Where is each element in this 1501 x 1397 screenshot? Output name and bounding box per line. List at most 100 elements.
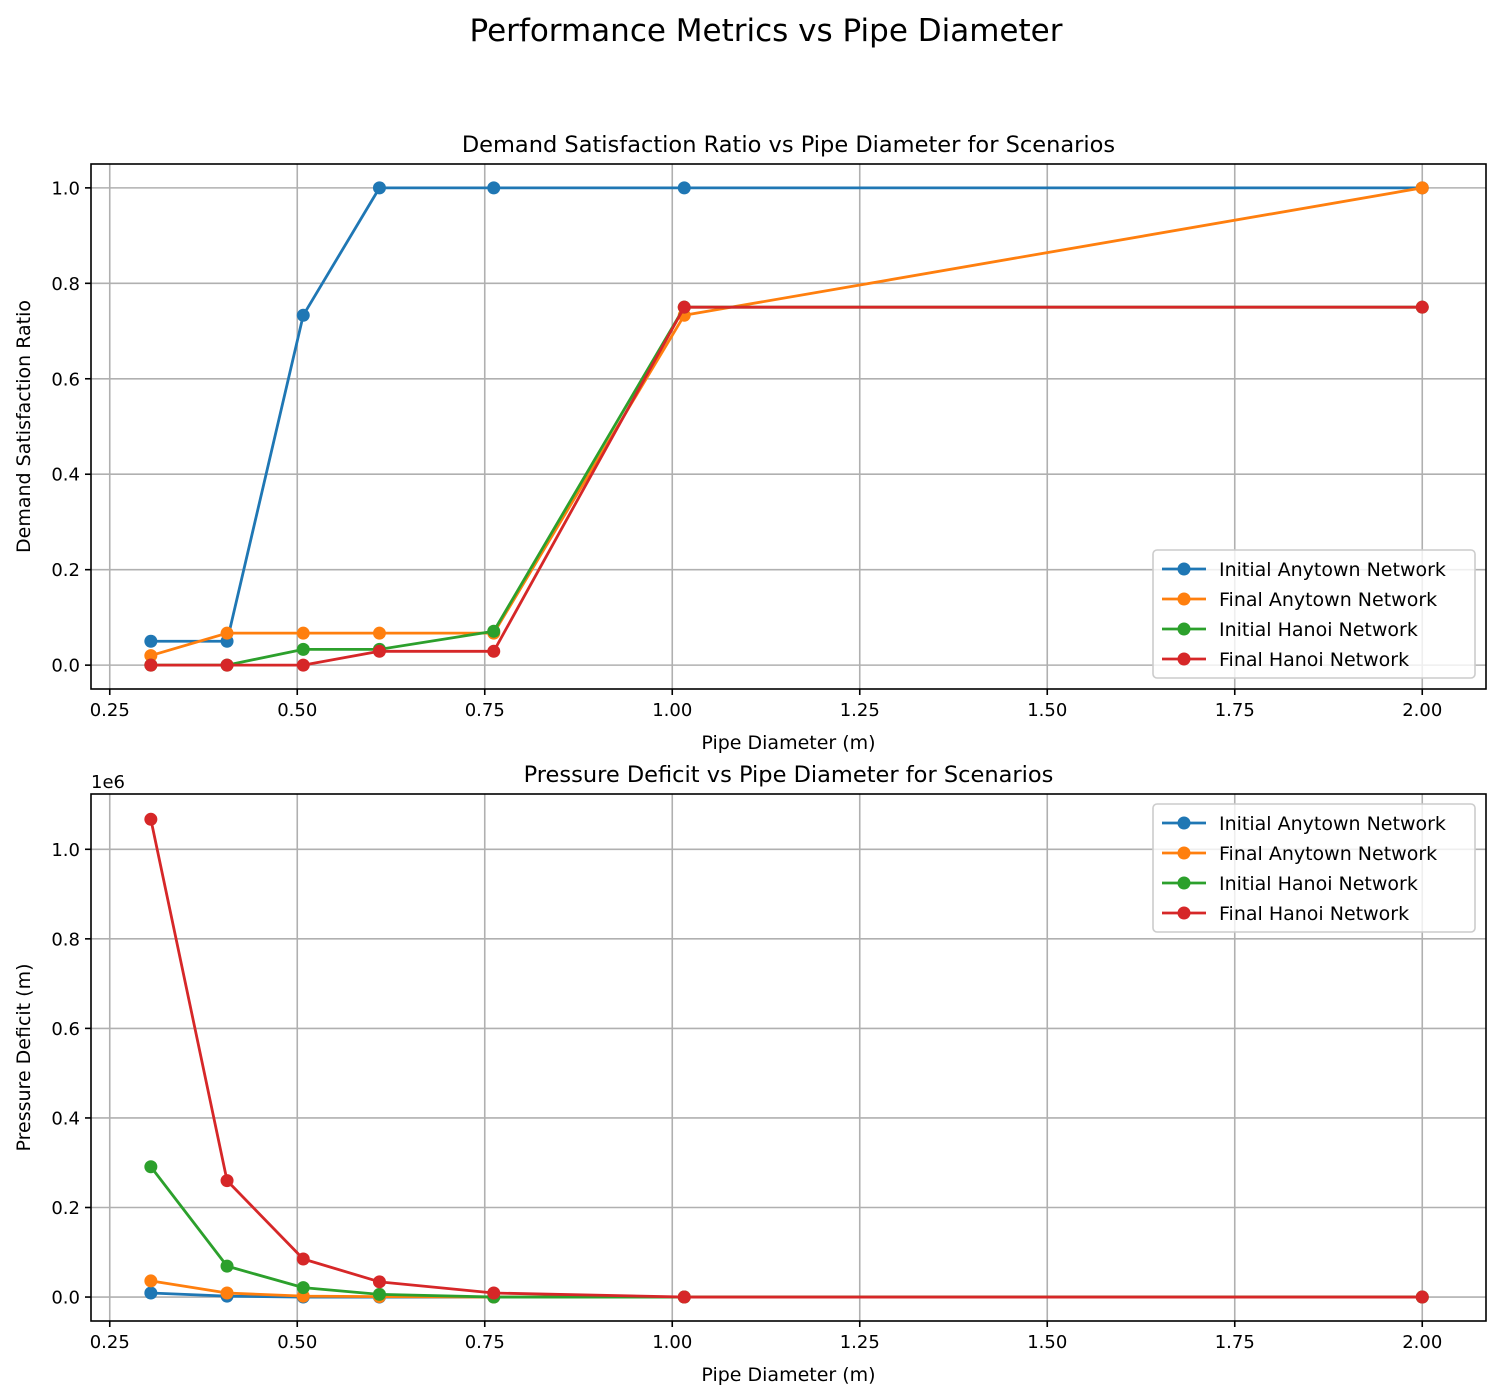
data-point (487, 1286, 501, 1300)
legend-label: Final Anytown Network (1219, 843, 1437, 865)
series-line (150, 1279, 1423, 1299)
axes-frame (90, 163, 1487, 690)
series-final-anytown-network (144, 1274, 1429, 1304)
y-tick-label: 0.4 (51, 465, 80, 486)
legend-label: Initial Hanoi Network (1219, 619, 1418, 641)
y-axis-label: Pressure Deficit (m) (13, 963, 35, 1151)
data-point (296, 1281, 310, 1295)
legend-marker (1177, 622, 1191, 636)
x-tick-label: 0.75 (465, 1332, 505, 1353)
data-point (220, 626, 234, 640)
legend-marker (1177, 562, 1191, 576)
legend-label: Initial Hanoi Network (1219, 873, 1418, 895)
legend-box (1152, 549, 1476, 679)
data-point (677, 1290, 691, 1304)
data-point (296, 626, 310, 640)
series-final-hanoi-network (144, 812, 1429, 1304)
x-tick-label: 2.00 (1402, 700, 1442, 721)
data-point (372, 1275, 386, 1289)
y-tick-label: 1.0 (51, 178, 80, 199)
y-tick-label: 0.2 (51, 560, 80, 581)
x-tick-label: 0.25 (90, 700, 130, 721)
series-line (149, 1165, 1423, 1299)
data-point (487, 624, 501, 638)
series-initial-hanoi-network (144, 1160, 1429, 1304)
legend-marker (1177, 652, 1191, 666)
series-final-anytown-network (144, 181, 1429, 663)
axes-frame (90, 793, 1487, 1322)
data-point (144, 1274, 158, 1288)
data-point (1415, 300, 1429, 314)
legend-box (1152, 803, 1476, 933)
y-tick-label: 1.0 (51, 840, 80, 861)
x-tick-label: 2.00 (1402, 1332, 1442, 1353)
y-tick-label: 0.2 (51, 1198, 80, 1219)
data-point (1415, 1290, 1429, 1304)
data-point (296, 308, 310, 322)
x-tick-label: 0.25 (90, 1332, 130, 1353)
data-point (372, 181, 386, 195)
y-tick-label: 0.6 (51, 369, 80, 390)
data-point (296, 658, 310, 672)
x-tick-label: 0.75 (465, 700, 505, 721)
data-point (372, 1287, 386, 1301)
data-point (677, 300, 691, 314)
plot-title: Pressure Deficit vs Pipe Diameter for Sc… (524, 762, 1054, 788)
x-tick-label: 1.75 (1215, 700, 1255, 721)
x-axis-label: Pipe Diameter (m) (701, 1364, 875, 1386)
data-point (144, 649, 158, 663)
data-point (144, 1160, 158, 1174)
legend-marker (1177, 906, 1191, 920)
y-tick-label: 0.8 (51, 929, 80, 950)
data-point (372, 626, 386, 640)
legend-marker (1177, 876, 1191, 890)
data-point (144, 812, 158, 826)
legend-label: Initial Anytown Network (1219, 559, 1446, 581)
data-point (296, 642, 310, 656)
axis-offset-text: 1e6 (91, 772, 125, 793)
x-tick-label: 1.75 (1215, 1332, 1255, 1353)
y-tick-label: 0.0 (51, 1288, 80, 1309)
legend-label: Final Hanoi Network (1219, 649, 1409, 671)
x-tick-label: 1.50 (1027, 700, 1067, 721)
x-tick-label: 1.25 (840, 1332, 880, 1353)
x-tick-label: 1.00 (652, 700, 692, 721)
data-point (144, 658, 158, 672)
y-tick-label: 0.4 (51, 1108, 80, 1129)
x-axis-label: Pipe Diameter (m) (701, 732, 875, 754)
figure-title: Performance Metrics vs Pipe Diameter (470, 13, 1063, 49)
pressure-deficit-plot: 0.25 0.50 0.75 1.00 1.25 1.50 1.75 2.00 0.0 0.2 0.… (13, 762, 1487, 1386)
legend-label: Final Hanoi Network (1219, 903, 1409, 925)
data-point (144, 1286, 158, 1300)
x-tick-label: 0.50 (277, 700, 317, 721)
legend-label: Initial Anytown Network (1219, 813, 1446, 835)
series-final-hanoi-network (144, 300, 1429, 672)
y-tick-label: 0.0 (51, 656, 80, 677)
data-point (220, 658, 234, 672)
legend-marker (1177, 846, 1191, 860)
legend: Initial Anytown Network Final Anytown Net… (1152, 803, 1476, 933)
legend-label: Final Anytown Network (1219, 589, 1437, 611)
data-point (220, 1174, 234, 1188)
data-point (1415, 181, 1429, 195)
data-point (372, 644, 386, 658)
y-tick-label: 0.8 (51, 274, 80, 295)
demand-satisfaction-plot: 0.25 0.50 0.75 1.00 1.25 1.50 1.75 2.00 0.0 0.2 0.… (13, 132, 1487, 754)
x-tick-label: 1.50 (1027, 1332, 1067, 1353)
x-tick-label: 1.00 (652, 1332, 692, 1353)
x-tick-label: 1.25 (840, 700, 880, 721)
data-point (144, 634, 158, 648)
data-point (487, 644, 501, 658)
data-point (677, 181, 691, 195)
x-tick-label: 0.50 (277, 1332, 317, 1353)
data-point (296, 1252, 310, 1266)
legend-marker (1177, 816, 1191, 830)
legend-marker (1177, 592, 1191, 606)
data-point (487, 181, 501, 195)
legend: Initial Anytown Network Final Anytown Net… (1152, 549, 1476, 679)
y-tick-label: 0.6 (51, 1019, 80, 1040)
plot-title: Demand Satisfaction Ratio vs Pipe Diamet… (462, 132, 1115, 158)
data-point (220, 1286, 234, 1300)
y-axis-label: Demand Satisfaction Ratio (13, 300, 35, 553)
